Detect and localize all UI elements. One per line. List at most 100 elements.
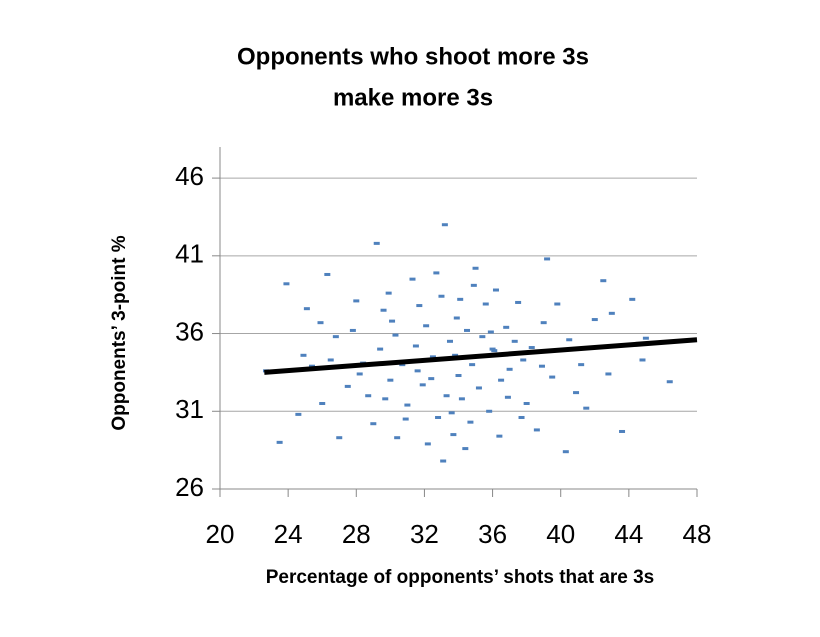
point — [349, 328, 356, 332]
point — [573, 391, 580, 395]
point — [356, 372, 363, 376]
point — [392, 333, 399, 337]
point — [373, 241, 380, 245]
point — [469, 363, 476, 367]
point — [518, 415, 525, 419]
point — [475, 386, 482, 390]
x-tick-label: 48 — [683, 519, 712, 549]
point — [533, 428, 540, 432]
point — [467, 420, 474, 424]
point — [482, 302, 489, 306]
point — [365, 394, 372, 398]
point — [433, 271, 440, 275]
y-tick-label: 26 — [175, 472, 204, 502]
y-axis-label: Opponents’ 3-point % — [109, 235, 130, 430]
point — [303, 307, 310, 311]
x-tick-label: 36 — [478, 519, 507, 549]
point — [324, 272, 331, 276]
point — [462, 447, 469, 451]
point — [402, 417, 409, 421]
x-axis-label: Percentage of opponents’ shots that are … — [266, 567, 655, 588]
point — [409, 277, 416, 281]
point — [538, 364, 545, 368]
point — [448, 411, 455, 415]
point — [385, 291, 392, 295]
x-tick-label: 40 — [546, 519, 575, 549]
point — [498, 378, 505, 382]
point — [295, 412, 302, 416]
point — [506, 367, 513, 371]
x-tick-label: 20 — [206, 519, 235, 549]
point — [562, 450, 569, 454]
point — [394, 436, 401, 440]
point — [453, 316, 460, 320]
y-tick-label: 31 — [175, 394, 204, 424]
point — [666, 380, 673, 384]
point — [487, 330, 494, 334]
point — [283, 282, 290, 286]
point — [370, 422, 377, 426]
point — [276, 440, 283, 444]
point — [416, 304, 423, 308]
point — [438, 294, 445, 298]
point — [443, 394, 450, 398]
point — [450, 433, 457, 437]
point — [492, 288, 499, 292]
point — [515, 300, 522, 304]
y-tick-label: 46 — [175, 161, 204, 191]
point — [503, 325, 510, 329]
point — [544, 257, 551, 261]
point — [639, 358, 646, 362]
point — [455, 374, 462, 378]
y-tick-label: 41 — [175, 239, 204, 269]
point — [387, 378, 394, 382]
point — [404, 403, 411, 407]
point — [424, 442, 431, 446]
point — [440, 459, 447, 463]
point — [554, 302, 561, 306]
point — [496, 434, 503, 438]
point — [336, 436, 343, 440]
point — [452, 353, 459, 357]
point — [300, 353, 307, 357]
point — [389, 319, 396, 323]
point — [446, 339, 453, 343]
point — [540, 321, 547, 325]
x-tick-label: 32 — [410, 519, 439, 549]
point — [619, 429, 626, 433]
point — [428, 377, 435, 381]
point — [489, 347, 496, 351]
point — [412, 344, 419, 348]
point — [583, 406, 590, 410]
point — [319, 402, 326, 405]
point — [353, 299, 360, 303]
point — [605, 372, 612, 376]
point — [419, 383, 426, 387]
x-tick-label: 44 — [614, 519, 643, 549]
point — [549, 375, 556, 379]
chart-title: make more 3s — [333, 84, 493, 111]
point — [578, 363, 585, 367]
point — [458, 397, 465, 401]
x-tick-label: 24 — [274, 519, 303, 549]
point — [566, 338, 573, 342]
point — [308, 364, 315, 368]
point — [523, 402, 530, 405]
point — [464, 328, 471, 332]
point — [479, 335, 486, 339]
point — [332, 335, 339, 339]
point — [377, 347, 384, 351]
point — [608, 311, 615, 315]
point — [344, 384, 351, 388]
y-tick-label: 36 — [175, 316, 204, 346]
point — [470, 283, 477, 287]
point — [520, 358, 527, 362]
point — [429, 355, 436, 359]
x-tick-label: 28 — [342, 519, 371, 549]
point — [435, 415, 442, 419]
point — [629, 297, 636, 301]
point — [423, 324, 430, 328]
point — [441, 223, 448, 227]
